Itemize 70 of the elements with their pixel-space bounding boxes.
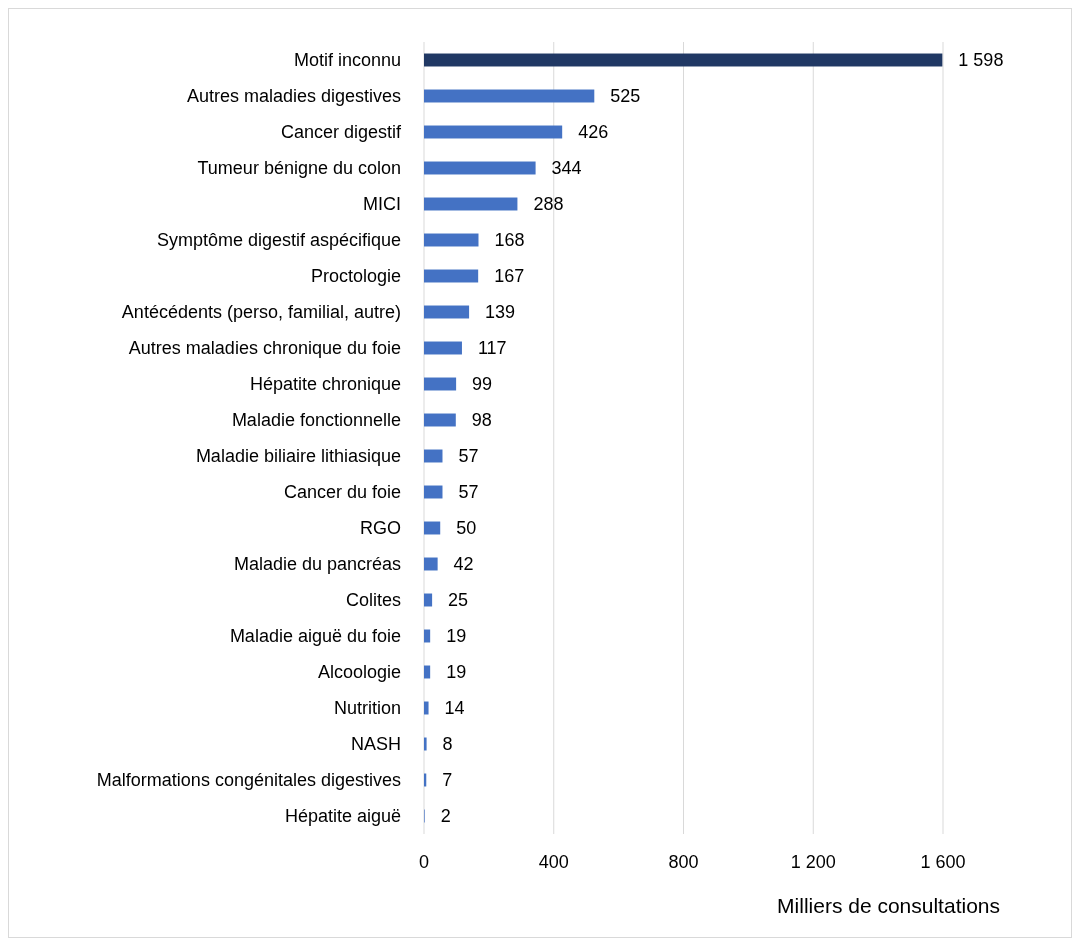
data-label: 98 <box>471 410 492 430</box>
x-tick-label: 400 <box>538 852 569 872</box>
y-tick-label: Hépatite aiguë <box>284 806 401 826</box>
data-label: 525 <box>610 86 641 106</box>
x-tick-label: 800 <box>668 852 699 872</box>
data-label: 57 <box>458 482 479 502</box>
bar <box>424 377 457 391</box>
y-tick-label: Autres maladies digestives <box>186 86 401 106</box>
y-tick-label: Cancer digestif <box>280 122 402 142</box>
data-label: 167 <box>494 266 525 286</box>
data-label: 139 <box>485 302 516 322</box>
bar <box>424 413 456 427</box>
bar <box>424 125 563 139</box>
data-label: 14 <box>444 698 465 718</box>
bar <box>424 53 943 67</box>
data-label: 1 598 <box>958 50 1004 70</box>
bar <box>424 629 431 643</box>
y-tick-label: Colites <box>345 590 401 610</box>
y-tick-label: Malformations congénitales digestives <box>96 770 401 790</box>
data-label: 168 <box>494 230 525 250</box>
bar <box>424 161 536 175</box>
bar <box>424 557 438 571</box>
y-tick-label: Cancer du foie <box>283 482 401 502</box>
bar <box>424 449 443 463</box>
bar <box>424 233 479 247</box>
data-label: 42 <box>453 554 474 574</box>
y-tick-label: Motif inconnu <box>293 50 401 70</box>
y-tick-label: Maladie fonctionnelle <box>231 410 401 430</box>
y-tick-label: Antécédents (perso, familial, autre) <box>121 302 401 322</box>
data-label: 7 <box>442 770 453 790</box>
bar <box>424 341 462 355</box>
x-axis-title: Milliers de consultations <box>777 894 1000 917</box>
y-tick-label: RGO <box>359 518 401 538</box>
y-tick-label: Maladie aiguë du foie <box>229 626 401 646</box>
data-label: 19 <box>446 626 467 646</box>
data-label: 25 <box>448 590 469 610</box>
bar <box>424 521 441 535</box>
data-label: 426 <box>578 122 609 142</box>
bar <box>424 269 479 283</box>
data-label: 50 <box>456 518 477 538</box>
y-tick-label: Autres maladies chronique du foie <box>128 338 401 358</box>
bar <box>424 701 429 715</box>
data-label: 19 <box>446 662 467 682</box>
y-tick-label: Symptôme digestif aspécifique <box>156 230 401 250</box>
bar <box>424 737 427 751</box>
bar <box>424 485 443 499</box>
y-tick-label: NASH <box>350 734 401 754</box>
bar <box>424 305 470 319</box>
y-tick-label: Maladie du pancréas <box>233 554 401 574</box>
y-tick-label: MICI <box>363 194 401 214</box>
x-tick-label: 1 600 <box>920 852 966 872</box>
data-label: 8 <box>442 734 453 754</box>
x-tick-label: 0 <box>418 852 430 872</box>
y-tick-label: Tumeur bénigne du colon <box>197 158 401 178</box>
bar <box>424 665 431 679</box>
x-tick-label: 1 200 <box>790 852 836 872</box>
bar <box>424 593 433 607</box>
y-tick-label: Nutrition <box>333 698 401 718</box>
data-label: 57 <box>458 446 479 466</box>
bar <box>424 197 518 211</box>
y-tick-label: Hépatite chronique <box>249 374 401 394</box>
bar <box>424 89 595 103</box>
y-tick-label: Alcoologie <box>317 662 401 682</box>
data-label: 344 <box>551 158 582 178</box>
data-label: 2 <box>440 806 451 826</box>
y-tick-label: Maladie biliaire lithiasique <box>195 446 401 466</box>
data-label: 288 <box>533 194 564 214</box>
y-tick-label: Proctologie <box>310 266 401 286</box>
data-label: 117 <box>477 338 507 358</box>
data-label: 99 <box>472 374 493 394</box>
